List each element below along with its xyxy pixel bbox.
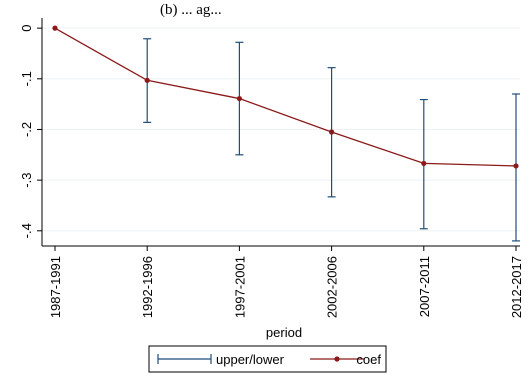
- x-tick-label: 1997-2001: [232, 256, 247, 318]
- y-tick-label: -.4: [19, 223, 34, 238]
- chart-title-fragment: (b) ... ag...: [160, 2, 222, 18]
- x-tick-label: 2007-2011: [417, 256, 432, 317]
- y-tick-label: 0: [19, 25, 34, 32]
- y-tick-label: -.1: [19, 71, 34, 86]
- coef-point: [329, 129, 335, 135]
- x-axis-title: period: [266, 325, 302, 340]
- x-tick-label: 1992-1996: [140, 256, 155, 318]
- legend: upper/lower coef: [148, 345, 387, 373]
- coef-point: [144, 77, 150, 83]
- axes: 0 -.1 -.2 -.3 -.4 1987-1991 1992-1996 1997-2001…: [19, 18, 524, 318]
- coef-series: [52, 25, 519, 169]
- grid-lines: [42, 27, 520, 232]
- legend-label-upper-lower: upper/lower: [216, 352, 285, 367]
- legend-coef-marker: [334, 356, 340, 362]
- y-tick-label: -.2: [19, 122, 34, 137]
- coef-point: [421, 160, 427, 167]
- x-tick-label: 2012-2017: [509, 256, 524, 318]
- y-tick-label: -.3: [19, 173, 34, 188]
- legend-label-coef: coef: [356, 352, 381, 367]
- x-tick-label: 2002-2006: [325, 256, 340, 318]
- coef-line: [54, 27, 517, 167]
- x-tick-label: 1987-1991: [48, 256, 63, 318]
- coef-point: [513, 163, 519, 169]
- coef-point: [236, 95, 242, 102]
- coef-point: [52, 25, 58, 31]
